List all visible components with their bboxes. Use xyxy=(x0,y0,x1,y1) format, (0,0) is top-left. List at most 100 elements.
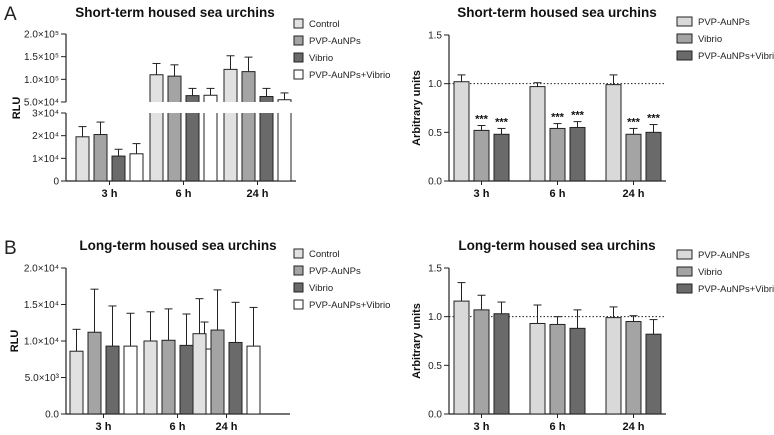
significance-marker: *** xyxy=(647,113,661,125)
legend-swatch xyxy=(676,16,693,27)
bar-pvp-aunps xyxy=(605,84,622,182)
significance-marker: *** xyxy=(571,110,585,122)
bar-pvp-aunps xyxy=(93,134,108,182)
bar-control-lower xyxy=(149,113,164,182)
legend-label: PVP-AuNPs+Vibrio xyxy=(698,284,774,295)
bar-control-upper xyxy=(223,68,238,102)
bar-pvp-aunps-vibrio xyxy=(493,313,510,415)
y-tick-label: 3×10⁴ xyxy=(32,109,59,120)
x-tick-label: 24 h xyxy=(215,421,237,433)
legend-swatch xyxy=(676,33,693,44)
bar-pvp-aunps xyxy=(529,322,546,415)
x-tick-label: 24 h xyxy=(622,421,644,433)
panel-b-left-chart: Long-term housed sea urchins RLU 0.0 5.0×… xyxy=(9,238,390,433)
legend-label: Control xyxy=(309,249,340,260)
bar-vibrio-upper xyxy=(185,95,200,102)
significance-marker: *** xyxy=(495,116,509,128)
bar-vibrio xyxy=(625,321,642,415)
y-axis-label: RLU xyxy=(11,97,23,120)
legend-swatch xyxy=(293,248,304,259)
bar-pvp-aunps xyxy=(87,331,102,415)
chart-title: Long-term housed sea urchins xyxy=(458,238,655,253)
bar-pvp-aunps xyxy=(210,329,225,415)
bar-pvp-aunps-vibrio xyxy=(645,333,662,415)
y-tick-label: 2.0×10⁵ xyxy=(24,30,59,41)
bar-vibrio xyxy=(549,323,566,415)
bar-pvp-aunps-vibrio xyxy=(569,126,586,182)
legend-label: PVP-AuNPs xyxy=(309,266,361,277)
y-tick-label: 0.0 xyxy=(45,410,59,421)
legend-label: Vibrio xyxy=(698,34,722,45)
bar-vibrio-lower xyxy=(185,113,200,182)
panel-letter-b: B xyxy=(4,238,17,259)
y-axis-label: Arbitrary units xyxy=(411,70,423,146)
legend-label: PVP-AuNPs xyxy=(698,17,750,28)
y-tick-label: 5.0×10⁴ xyxy=(24,98,59,109)
legend-label: PVP-AuNPs xyxy=(309,36,361,47)
panel-a-right-chart: Short-term housed sea urchins Arbitrary … xyxy=(411,5,774,200)
bar-control xyxy=(143,340,158,415)
bar-pvp-aunps xyxy=(605,317,622,415)
legend-swatch xyxy=(676,266,693,277)
x-tick-label: 24 h xyxy=(622,188,644,200)
y-tick-label: 5.0×10³ xyxy=(25,373,60,384)
y-tick-label: 1.5×10⁴ xyxy=(24,300,59,311)
x-tick-label: 3 h xyxy=(474,421,490,433)
y-tick-label: 2.0×10⁴ xyxy=(24,264,59,275)
legend-swatch xyxy=(293,299,304,310)
y-tick-label: 0.5 xyxy=(428,128,442,139)
legend-swatch xyxy=(676,249,693,260)
x-tick-label: 3 h xyxy=(474,188,490,200)
y-tick-label: 0 xyxy=(53,177,59,188)
bar-control xyxy=(69,350,84,415)
bar-pvp-aunps-vibrio xyxy=(123,345,138,415)
y-tick-label: 2×10⁴ xyxy=(32,131,59,142)
chart-title: Long-term housed sea urchins xyxy=(79,238,276,253)
legend-swatch xyxy=(293,18,304,29)
y-tick-label: 1×10⁴ xyxy=(32,154,59,165)
x-tick-label: 6 h xyxy=(170,421,186,433)
legend-swatch xyxy=(676,283,693,294)
legend-swatch xyxy=(293,69,304,80)
bar-pvp-aunps xyxy=(529,86,546,182)
x-tick-label: 6 h xyxy=(550,188,566,200)
significance-marker: *** xyxy=(627,116,641,128)
bar-vibrio xyxy=(228,341,243,415)
panel-letter-a: A xyxy=(4,4,17,25)
legend-label: PVP-AuNPs+Vibrio xyxy=(698,51,774,62)
bar-pvp-aunps-lower xyxy=(167,113,182,182)
bar-pvp-aunps-upper xyxy=(241,71,256,102)
y-tick-label: 1.0 xyxy=(428,79,442,90)
bar-pvp-aunps-vibrio xyxy=(645,131,662,182)
legend-swatch xyxy=(676,50,693,61)
y-tick-label: 0.5 xyxy=(428,361,442,372)
x-tick-label: 6 h xyxy=(176,188,192,200)
legend-swatch xyxy=(293,282,304,293)
bar-pvp-aunps-vibrio xyxy=(493,133,510,182)
bar-vibrio xyxy=(549,127,566,182)
bar-pvp-aunps-upper xyxy=(167,75,182,102)
bar-pvp-aunps xyxy=(453,300,470,415)
legend-label: PVP-AuNPs+Vibrio xyxy=(309,70,390,81)
significance-marker: *** xyxy=(475,114,489,126)
legend-swatch xyxy=(293,265,304,276)
legend-swatch xyxy=(293,35,304,46)
panel-b-right-chart: Long-term housed sea urchins Arbitrary u… xyxy=(411,238,774,433)
bar-vibrio xyxy=(473,309,490,415)
bar-control xyxy=(192,333,207,415)
y-tick-label: 1.5×10⁵ xyxy=(24,52,59,63)
y-tick-label: 1.5 xyxy=(428,31,442,42)
bar-vibrio-lower xyxy=(259,113,274,182)
bar-control-lower xyxy=(223,113,238,182)
legend-label: Vibrio xyxy=(698,267,722,278)
legend-label: Control xyxy=(309,19,340,30)
bar-vibrio xyxy=(625,133,642,182)
bar-pvp-aunps-vibrio xyxy=(569,327,586,415)
x-tick-label: 24 h xyxy=(246,188,268,200)
legend-label: PVP-AuNPs+Vibrio xyxy=(309,300,390,311)
y-tick-label: 1.0×10⁵ xyxy=(24,75,59,86)
legend-swatch xyxy=(293,52,304,63)
x-tick-label: 3 h xyxy=(102,188,118,200)
legend-label: Vibrio xyxy=(309,283,333,294)
bar-pvp-aunps-vibrio xyxy=(129,153,144,182)
